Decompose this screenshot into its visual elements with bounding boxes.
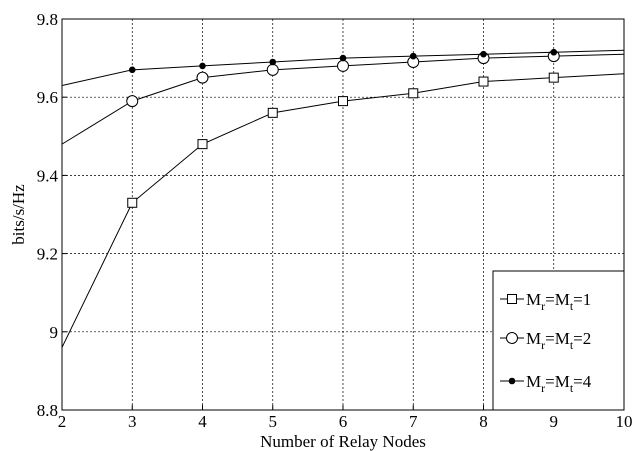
data-point bbox=[408, 88, 419, 99]
x-tick-label: 5 bbox=[269, 412, 278, 431]
legend-item: Mr=Mt=1 bbox=[500, 290, 591, 313]
y-tick-label: 9 bbox=[50, 323, 59, 342]
legend-item: Mr=Mt=4 bbox=[500, 372, 592, 395]
data-point bbox=[550, 48, 558, 56]
x-tick-label: 6 bbox=[339, 412, 348, 431]
legend-label-subscript: r bbox=[541, 299, 545, 313]
legend-label-text: =M bbox=[545, 290, 570, 309]
legend-label-text: =M bbox=[545, 372, 570, 391]
data-point bbox=[338, 96, 348, 107]
series-dot-filled bbox=[61, 48, 625, 86]
data-point bbox=[199, 62, 206, 70]
data-point bbox=[506, 332, 518, 344]
y-tick-label: 9.4 bbox=[37, 166, 59, 185]
data-point bbox=[197, 139, 208, 150]
y-tick-label: 8.8 bbox=[37, 401, 58, 420]
legend-label-text: M bbox=[526, 329, 541, 348]
data-point bbox=[508, 377, 516, 385]
data-point bbox=[128, 66, 136, 74]
data-point bbox=[507, 294, 517, 304]
data-point bbox=[478, 76, 489, 87]
data-point bbox=[196, 71, 209, 84]
data-point bbox=[548, 72, 559, 83]
legend-label-subscript: t bbox=[570, 299, 574, 313]
y-tick-label: 9.2 bbox=[37, 245, 58, 264]
x-tick-label: 8 bbox=[479, 412, 488, 431]
series-circle-open bbox=[61, 50, 625, 145]
x-tick-label: 3 bbox=[128, 412, 137, 431]
x-axis-label: Number of Relay Nodes bbox=[260, 432, 426, 451]
legend: Mr=Mt=1Mr=Mt=2Mr=Mt=4 bbox=[492, 270, 625, 411]
legend-label-text: =4 bbox=[573, 372, 592, 391]
x-tick-label: 2 bbox=[58, 412, 67, 431]
legend-label: Mr=Mt=4 bbox=[526, 372, 592, 395]
y-tick-label: 9.6 bbox=[37, 88, 58, 107]
legend-label-text: =1 bbox=[573, 290, 591, 309]
y-axis-label: bits/s/Hz bbox=[9, 184, 28, 245]
data-point bbox=[409, 52, 417, 60]
legend-label-subscript: t bbox=[570, 381, 574, 395]
data-point bbox=[480, 50, 487, 58]
data-point bbox=[339, 54, 347, 62]
series-square-open bbox=[61, 72, 625, 348]
legend-label-subscript: t bbox=[570, 338, 574, 352]
data-point bbox=[267, 107, 278, 118]
legend-label: Mr=Mt=1 bbox=[526, 290, 591, 313]
data-point bbox=[337, 59, 349, 72]
legend-label-subscript: r bbox=[541, 381, 545, 395]
legend-label: Mr=Mt=2 bbox=[526, 329, 591, 352]
data-point bbox=[269, 58, 277, 66]
series-group bbox=[61, 48, 625, 348]
legend-item: Mr=Mt=2 bbox=[500, 329, 591, 352]
legend-label-text: =2 bbox=[573, 329, 591, 348]
data-point bbox=[126, 95, 139, 108]
x-tick-label: 10 bbox=[616, 412, 633, 431]
legend-label-text: =M bbox=[545, 329, 570, 348]
legend-label-text: M bbox=[526, 290, 541, 309]
x-tick-label: 9 bbox=[550, 412, 559, 431]
data-point bbox=[266, 63, 279, 76]
y-tick-label: 9.8 bbox=[37, 10, 58, 29]
data-point bbox=[127, 197, 138, 208]
legend-label-text: M bbox=[526, 372, 541, 391]
tick-labels: 2 3 4 5 6 7 8 9 10 8.8 9 9.2 9.4 9.6 9.8 bbox=[37, 10, 633, 431]
x-tick-label: 7 bbox=[409, 412, 418, 431]
legend-label-subscript: r bbox=[541, 338, 545, 352]
x-tick-label: 4 bbox=[198, 412, 207, 431]
